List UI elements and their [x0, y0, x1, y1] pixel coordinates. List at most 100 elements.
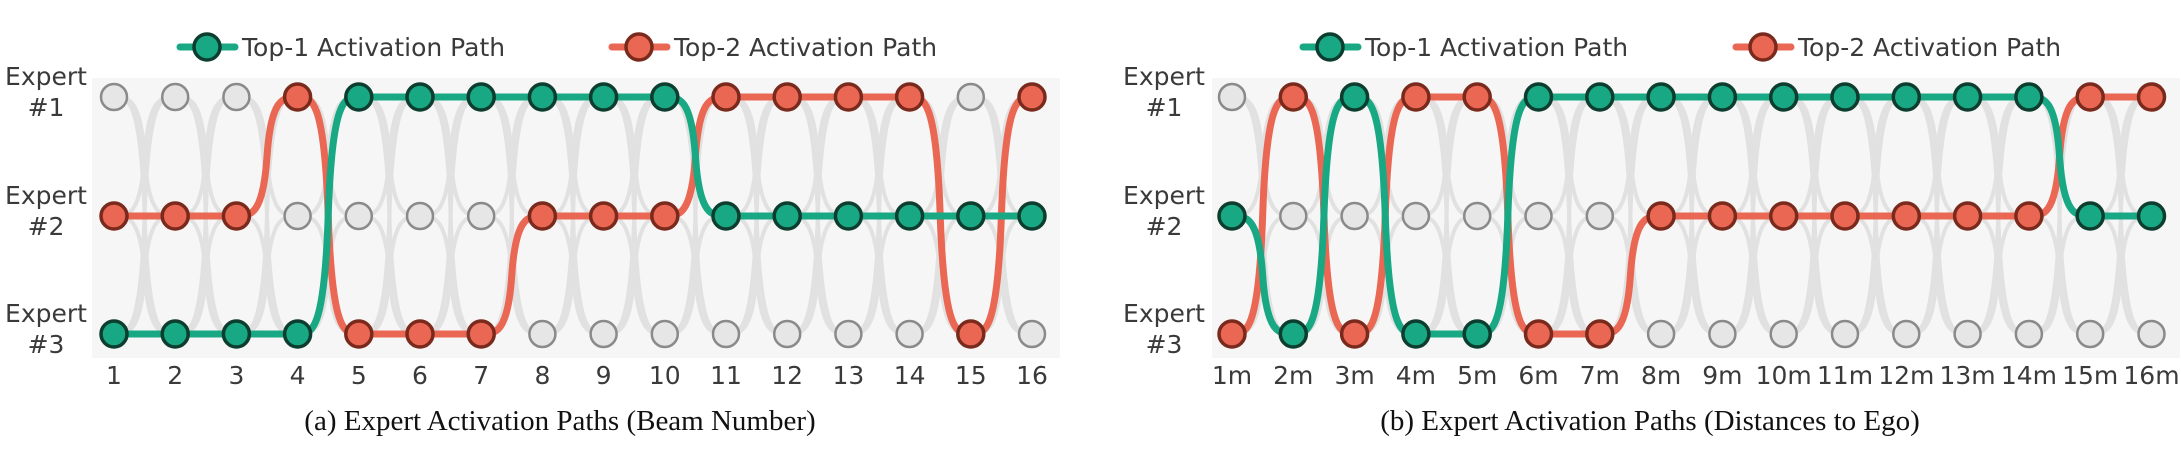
expert-node-idle — [1401, 201, 1431, 231]
expert-node-idle — [834, 319, 863, 349]
expert-node-top2 — [282, 82, 313, 112]
x-tick-label: 2 — [167, 361, 183, 390]
top1-activation-path — [110, 93, 1036, 338]
caption-a: (a) Expert Activation Paths (Beam Number… — [304, 405, 815, 437]
expert-node-top1 — [956, 201, 986, 231]
expert-node-top2 — [527, 201, 558, 231]
expert-node-top1 — [527, 82, 558, 112]
legend-top1-marker — [1315, 32, 1345, 62]
x-tick-label: 1m — [1212, 361, 1252, 390]
expert-node-idle — [1708, 319, 1737, 349]
expert-node-idle — [528, 319, 557, 349]
panel-b: Top-1 Activation Path Top-2 Activation P… — [1123, 32, 2180, 437]
expert-nodes-b — [1217, 82, 2167, 349]
x-tick-label: 16 — [1016, 361, 1048, 390]
expert-node-top1 — [1278, 319, 1309, 349]
legend-top1-label: Top-1 Activation Path — [241, 33, 505, 62]
x-tick-label: 10m — [1756, 361, 1812, 390]
expert-node-top1 — [588, 82, 619, 112]
expert-node-top1 — [2136, 201, 2167, 231]
expert-node-top2 — [1952, 201, 1983, 231]
x-tick-label: 7m — [1580, 361, 1620, 390]
expert-node-idle — [1830, 319, 1860, 349]
x-tick-label: 11m — [1817, 361, 1873, 390]
expert-node-top2 — [1646, 201, 1676, 231]
expert-node-top1 — [1523, 82, 1554, 112]
y-labels-b: Expert #1 Expert #2 Expert #3 — [1123, 62, 1205, 359]
expert-node-idle — [344, 201, 374, 231]
expert-node-top2 — [1830, 201, 1860, 231]
legend-top2-marker — [1748, 32, 1778, 62]
expert-node-top1 — [833, 201, 864, 231]
x-tick-label: 12m — [1878, 361, 1934, 390]
x-tick-label: 4m — [1396, 361, 1436, 390]
expert-node-idle — [160, 82, 190, 112]
expert-node-idle — [1524, 201, 1553, 231]
y-expert-label: Expert #1 — [5, 62, 87, 122]
x-tick-label: 9 — [596, 361, 612, 390]
x-tick-label: 9m — [1702, 361, 1742, 390]
expert-node-top1 — [1401, 319, 1431, 349]
x-tick-label: 3 — [228, 361, 244, 390]
x-tick-label: 14 — [894, 361, 926, 390]
expert-node-top2 — [1217, 319, 1247, 349]
expert-node-idle — [2014, 319, 2044, 349]
legend-top1-label: Top-1 Activation Path — [1364, 33, 1628, 62]
legend-top1-marker — [192, 32, 222, 62]
expert-node-top2 — [588, 201, 619, 231]
expert-node-top1 — [221, 319, 252, 349]
expert-node-top1 — [1339, 82, 1370, 112]
legend-top2-label: Top-2 Activation Path — [1797, 33, 2061, 62]
expert-node-top1 — [772, 201, 802, 231]
expert-node-top2 — [2075, 82, 2105, 112]
expert-node-top2 — [772, 82, 802, 112]
x-tick-label: 14m — [2001, 361, 2057, 390]
expert-node-top2 — [405, 319, 435, 349]
expert-node-idle — [405, 201, 435, 231]
x-tick-label: 1 — [106, 361, 122, 390]
expert-node-top2 — [221, 201, 252, 231]
x-tick-label: 4 — [290, 361, 306, 390]
expert-node-idle — [283, 201, 312, 231]
expert-node-idle — [895, 319, 924, 349]
expert-node-top2 — [466, 319, 496, 349]
x-tick-label: 6m — [1518, 361, 1558, 390]
expert-node-idle — [1217, 82, 1247, 112]
x-tick-label: 2m — [1273, 361, 1313, 390]
expert-node-idle — [711, 319, 741, 349]
expert-node-idle — [466, 201, 496, 231]
x-tick-label: 5 — [351, 361, 367, 390]
panel-a: Top-1 Activation Path Top-2 Activation P… — [5, 32, 1060, 437]
expert-node-idle — [1462, 201, 1492, 231]
expert-node-top2 — [160, 201, 190, 231]
expert-node-idle — [1892, 319, 1921, 349]
expert-node-idle — [956, 82, 986, 112]
expert-node-idle — [1279, 201, 1308, 231]
expert-node-top1 — [466, 82, 496, 112]
expert-node-top1 — [1830, 82, 1860, 112]
expert-node-top1 — [2014, 82, 2044, 112]
x-tick-label: 3m — [1334, 361, 1374, 390]
expert-node-top1 — [650, 82, 680, 112]
y-expert-label: Expert #3 — [1123, 299, 1205, 359]
expert-node-top1 — [1768, 82, 1799, 112]
expert-node-top1 — [1646, 82, 1676, 112]
expert-node-top2 — [1707, 201, 1738, 231]
expert-node-top2 — [2014, 201, 2044, 231]
expert-node-top2 — [833, 82, 864, 112]
x-tick-label: 16m — [2123, 361, 2179, 390]
expert-node-top2 — [1401, 82, 1431, 112]
expert-node-top2 — [1891, 201, 1922, 231]
expert-node-top2 — [1585, 319, 1615, 349]
expert-node-top2 — [1523, 319, 1554, 349]
expert-node-top2 — [99, 201, 129, 231]
x-tick-label: 10 — [649, 361, 681, 390]
x-tick-labels-b: 1m 2m 3m 4m 5m 6m 7m 8m 9m 10m 11m 12m 13m 14m 15m 16m — [1212, 361, 2180, 390]
x-tick-label: 6 — [412, 361, 428, 390]
expert-node-top2 — [894, 82, 925, 112]
expert-node-top1 — [1017, 201, 1047, 231]
x-tick-label: 13 — [832, 361, 864, 390]
legend-a: Top-1 Activation Path Top-2 Activation P… — [176, 32, 937, 62]
x-tick-label: 7 — [473, 361, 489, 390]
expert-node-top1 — [894, 201, 925, 231]
